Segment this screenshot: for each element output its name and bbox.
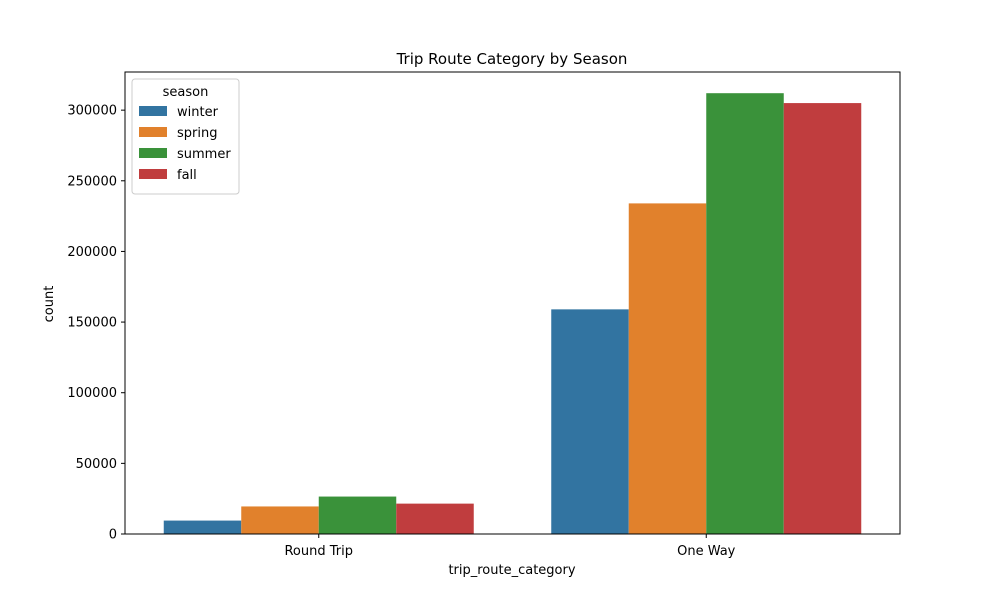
bar-winter-round-trip [163, 520, 242, 534]
bar-fall-round-trip [396, 503, 474, 534]
y-tick-label: 200000 [67, 245, 117, 260]
bar-spring-one-way [628, 203, 707, 534]
legend: season winter spring summer fall [131, 78, 240, 195]
legend-label-winter: winter [177, 105, 219, 120]
y-tick-label: 250000 [67, 174, 117, 189]
x-axis-label: trip_route_category [448, 563, 575, 578]
y-tick-label: 300000 [67, 104, 117, 119]
legend-swatch-fall [139, 169, 167, 179]
bar-summer-one-way [706, 93, 784, 534]
y-axis-label: count [42, 286, 57, 323]
y-tick-label: 0 [109, 528, 117, 543]
chart-title: Trip Route Category by Season [396, 50, 628, 68]
plot-frame [124, 71, 901, 535]
bar-spring-round-trip [241, 506, 319, 534]
bar-fall-one-way [783, 103, 862, 534]
legend-swatch-spring [139, 127, 167, 137]
axes-layer: Round Trip One Way 0 50000 100000 150000 20000… [67, 71, 901, 559]
legend-label-summer: summer [177, 147, 231, 162]
legend-title: season [163, 85, 209, 100]
legend-swatch-summer [139, 148, 167, 158]
bars-layer [163, 93, 862, 534]
y-tick-label: 150000 [67, 316, 117, 331]
bar-summer-round-trip [318, 496, 397, 534]
x-tick-label: Round Trip [284, 544, 353, 559]
y-tick-label: 100000 [67, 386, 117, 401]
legend-label-spring: spring [177, 126, 217, 141]
legend-swatch-winter [139, 106, 167, 116]
x-tick-label: One Way [677, 544, 736, 559]
legend-label-fall: fall [177, 168, 197, 183]
y-tick-label: 50000 [76, 457, 117, 472]
bar-winter-one-way [551, 309, 629, 534]
